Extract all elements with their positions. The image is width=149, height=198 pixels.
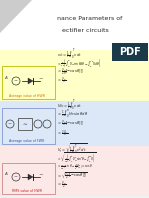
Text: PDF: PDF bbox=[119, 47, 141, 57]
Polygon shape bbox=[28, 78, 33, 84]
Polygon shape bbox=[0, 0, 32, 33]
Text: $=\frac{V_m}{2\pi}\left[-\cos\theta\right]_0^\pi$: $=\frac{V_m}{2\pi}\left[-\cos\theta\righ… bbox=[57, 66, 84, 78]
FancyBboxPatch shape bbox=[112, 43, 148, 61]
Text: ectifier circuits: ectifier circuits bbox=[62, 28, 108, 32]
Text: $V_{dc}=\frac{1}{T}\int_0^T v\,dt$: $V_{dc}=\frac{1}{T}\int_0^T v\,dt$ bbox=[57, 98, 83, 112]
Text: $v_{dc}=\frac{1}{T}\int_0^T v\,dt$: $v_{dc}=\frac{1}{T}\int_0^T v\,dt$ bbox=[57, 47, 82, 61]
FancyBboxPatch shape bbox=[0, 101, 149, 146]
Text: $=\frac{V_m}{\pi}$: $=\frac{V_m}{\pi}$ bbox=[57, 76, 67, 86]
Text: ~: ~ bbox=[39, 76, 43, 82]
Text: $=\frac{V_m}{\pi}\left[-\cos\theta\right]_0^\pi$: $=\frac{V_m}{\pi}\left[-\cos\theta\right… bbox=[57, 119, 84, 129]
Text: $\sim$: $\sim$ bbox=[21, 122, 29, 127]
Polygon shape bbox=[28, 174, 33, 180]
Text: Average value of FWR: Average value of FWR bbox=[9, 139, 45, 143]
Text: ~: ~ bbox=[8, 122, 12, 127]
Text: $=\sqrt{\frac{1}{2\pi}\left[\int_0^\pi V_m^2\sin^2\!\theta\!-\!\int_\pi^{2\pi}\!: $=\sqrt{\frac{1}{2\pi}\left[\int_0^\pi V… bbox=[57, 151, 96, 165]
Text: Average value of HWR: Average value of HWR bbox=[9, 94, 45, 98]
Text: ~: ~ bbox=[14, 174, 18, 180]
Text: $=\frac{1}{2\pi}\left[\int_0^\pi V_m\sin\theta d\theta-\int_\pi^{2\pi}0d\theta\r: $=\frac{1}{2\pi}\left[\int_0^\pi V_m\sin… bbox=[57, 57, 101, 69]
Text: $A$: $A$ bbox=[4, 74, 9, 81]
FancyBboxPatch shape bbox=[0, 146, 149, 196]
FancyBboxPatch shape bbox=[0, 50, 149, 101]
Text: $A$: $A$ bbox=[4, 170, 9, 177]
Text: $=\sqrt{\frac{V_m}{2}\left[-\cos\theta\right]_0^{\pi}}$: $=\sqrt{\frac{V_m}{2}\left[-\cos\theta\r… bbox=[57, 170, 88, 182]
Text: $=\frac{V_m}{2\pi}\left(\sin\theta-\frac{\theta}{2}\left[t\right]_0^\pi\right)\!: $=\frac{V_m}{2\pi}\left(\sin\theta-\frac… bbox=[57, 162, 93, 172]
Text: $V_r=\sqrt{\frac{1}{T}\int_0^T v^2\,dt}$: $V_r=\sqrt{\frac{1}{T}\int_0^T v^2\,dt}$ bbox=[57, 142, 87, 156]
Text: ~: ~ bbox=[39, 172, 43, 177]
FancyBboxPatch shape bbox=[0, 0, 149, 50]
FancyBboxPatch shape bbox=[1, 163, 55, 193]
Text: RMS value of HWR: RMS value of HWR bbox=[12, 189, 42, 193]
Text: $=\frac{V_m}{2}$: $=\frac{V_m}{2}$ bbox=[57, 179, 67, 191]
Text: ~: ~ bbox=[14, 78, 18, 84]
FancyBboxPatch shape bbox=[1, 108, 55, 144]
FancyBboxPatch shape bbox=[1, 66, 55, 98]
Text: nance Parameters of: nance Parameters of bbox=[57, 15, 123, 21]
Text: $=\frac{2V_m}{\pi}$: $=\frac{2V_m}{\pi}$ bbox=[57, 129, 69, 139]
Text: $=\frac{1}{\pi}\int_0^\pi V_m\sin\theta\,d\theta$: $=\frac{1}{\pi}\int_0^\pi V_m\sin\theta\… bbox=[57, 108, 88, 120]
